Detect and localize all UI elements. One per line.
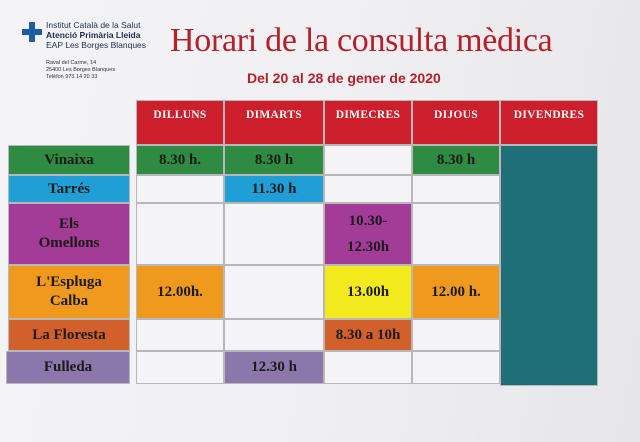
- friday-block: [500, 145, 598, 386]
- day-header-divendres: DIVENDRES: [500, 100, 598, 145]
- row-label: L'Espluga Calba: [8, 265, 130, 319]
- schedule-cell: 8.30 h: [224, 145, 324, 175]
- address-block: Raval del Carme, 14 25400 Les Borges Bla…: [46, 60, 115, 81]
- time-slot: 8.30 h: [436, 151, 476, 168]
- schedule-cell: [136, 175, 224, 203]
- row-label-line: Calba: [49, 293, 89, 309]
- schedule-cell: [224, 265, 324, 319]
- time-slot: 10.30-: [348, 213, 388, 229]
- row-label: Vinaixa: [8, 145, 130, 175]
- time-slot: 12.00h.: [157, 283, 203, 300]
- schedule-cell: [324, 351, 412, 384]
- row-label-line: Vinaixa: [44, 151, 94, 168]
- row-label: Tarrés: [8, 175, 130, 203]
- schedule-cell: 12.00h.: [136, 265, 224, 319]
- row-label-line: Els: [58, 216, 79, 232]
- time-slot: 12.00 h.: [431, 283, 481, 300]
- schedule-cell: [136, 351, 224, 384]
- org-line-2: Atenció Primària Lleida: [46, 30, 141, 40]
- time-slot: 8.30 h.: [158, 151, 202, 168]
- schedule-cell: [412, 319, 500, 351]
- address-line-2: 25400 Les Borges Blanques: [46, 67, 116, 73]
- date-range-subtitle: Del 20 al 28 de gener de 2020: [247, 70, 441, 86]
- schedule-cell: [224, 203, 324, 265]
- schedule-cell: 12.30 h: [224, 351, 324, 384]
- row-label: Fulleda: [6, 351, 130, 384]
- time-slot: 13.00h: [346, 283, 390, 300]
- day-header-dilluns: DILLUNS: [136, 100, 224, 145]
- schedule-cell: 8.30 a 10h: [324, 319, 412, 351]
- organization-name: Institut Català de la Salut Atenció Prim…: [46, 20, 146, 50]
- schedule-cell: [412, 175, 500, 203]
- day-header-dijous: DIJOUS: [412, 100, 500, 145]
- row-label-line: Omellons: [38, 235, 100, 251]
- time-slot: 8.30 a 10h: [335, 326, 401, 343]
- schedule-cell: [224, 319, 324, 351]
- time-slot: 12.30h: [346, 239, 390, 255]
- org-line-3: EAP Les Borges Blanques: [46, 40, 147, 50]
- row-label-line: La Floresta: [32, 326, 106, 343]
- schedule-cell: 10.30- 12.30h: [324, 203, 412, 265]
- page-title: Horari de la consulta mèdica: [170, 22, 553, 59]
- schedule-cell: [412, 203, 500, 265]
- row-label-line: Fulleda: [43, 359, 93, 375]
- row-label-line: L'Espluga: [36, 274, 102, 290]
- schedule-cell: [412, 351, 500, 384]
- day-header-dimarts: DIMARTS: [224, 100, 324, 145]
- time-slot: 8.30 h: [254, 151, 294, 168]
- schedule-cell: [136, 203, 224, 265]
- schedule-cell: 13.00h: [324, 265, 412, 319]
- schedule-cell: [324, 145, 412, 175]
- address-line-3: Telèfon 973 14 20 33: [46, 74, 98, 80]
- schedule-cell: [324, 175, 412, 203]
- schedule-cell: 8.30 h: [412, 145, 500, 175]
- row-label: Els Omellons: [8, 203, 130, 265]
- schedule-cell: 11.30 h: [224, 175, 324, 203]
- ics-cross-logo-icon: [22, 22, 42, 42]
- time-slot: 11.30 h: [251, 180, 297, 197]
- schedule-cell: [136, 319, 224, 351]
- time-slot: 12.30 h: [251, 359, 297, 375]
- day-header-dimecres: DIMECRES: [324, 100, 412, 145]
- address-line-1: Raval del Carme, 14: [46, 60, 97, 66]
- row-label: La Floresta: [8, 319, 130, 351]
- schedule-cell: 12.00 h.: [412, 265, 500, 319]
- org-line-1: Institut Català de la Salut: [46, 20, 141, 30]
- schedule-cell: 8.30 h.: [136, 145, 224, 175]
- row-label-line: Tarrés: [48, 180, 90, 197]
